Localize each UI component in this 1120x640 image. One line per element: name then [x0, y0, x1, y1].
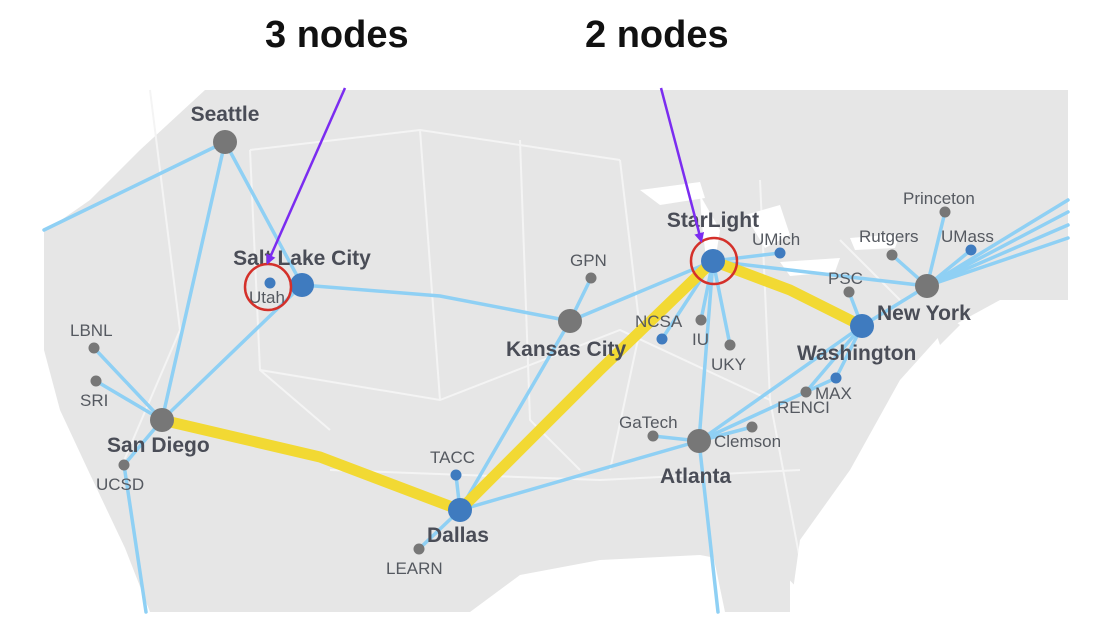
label-ucsd: UCSD — [96, 475, 144, 494]
site-new-york[interactable] — [915, 274, 939, 298]
label-psc: PSC — [828, 269, 863, 288]
site-atlanta[interactable] — [687, 429, 711, 453]
label-renci: RENCI — [777, 398, 830, 417]
label-tacc: TACC — [430, 448, 475, 467]
site-seattle[interactable] — [213, 130, 237, 154]
label-ncsa: NCSA — [635, 312, 683, 331]
label-san-diego: San Diego — [107, 434, 210, 457]
site-ucsd[interactable] — [118, 459, 130, 471]
site-gpn[interactable] — [585, 272, 597, 284]
label-new-york: New York — [877, 302, 971, 325]
callout-circle-starlight — [689, 236, 739, 286]
land-background — [44, 89, 1068, 612]
callout-arrow-left — [266, 87, 347, 265]
label-starlight: StarLight — [667, 209, 759, 232]
label-lbnl: LBNL — [70, 321, 113, 340]
label-max: MAX — [815, 384, 852, 403]
label-learn: LEARN — [386, 559, 443, 578]
label-sri: SRI — [80, 391, 108, 410]
network-sites — [88, 130, 977, 555]
callout-label-3-nodes: 3 nodes — [265, 14, 409, 56]
site-umich[interactable] — [774, 247, 786, 259]
site-rutgers[interactable] — [886, 249, 898, 261]
callout-arrow-right — [659, 87, 705, 243]
label-clemson: Clemson — [714, 432, 781, 451]
label-atlanta: Atlanta — [660, 465, 731, 488]
label-iu: IU — [692, 330, 709, 349]
atlantic-ocean — [790, 300, 1068, 612]
label-kansas-city: Kansas City — [506, 338, 627, 361]
site-tacc[interactable] — [450, 469, 462, 481]
site-gatech[interactable] — [647, 430, 659, 442]
label-umass: UMass — [941, 227, 994, 246]
label-dallas: Dallas — [427, 524, 489, 547]
site-labels: Seattle Salt Lake City Utah LBNL SRI San… — [70, 103, 994, 578]
site-psc[interactable] — [843, 286, 855, 298]
great-lakes — [640, 182, 900, 276]
label-washington: Washington — [797, 342, 916, 365]
site-kansas-city[interactable] — [558, 309, 582, 333]
label-utah: Utah — [249, 288, 285, 307]
site-sri[interactable] — [90, 375, 102, 387]
site-washington[interactable] — [850, 314, 874, 338]
site-lbnl[interactable] — [88, 342, 100, 354]
site-ncsa[interactable] — [656, 333, 668, 345]
callout-label-2-nodes: 2 nodes — [585, 14, 729, 56]
label-gatech: GaTech — [619, 413, 678, 432]
site-uky[interactable] — [724, 339, 736, 351]
label-princeton: Princeton — [903, 189, 975, 208]
label-rutgers: Rutgers — [859, 227, 919, 246]
site-clemson[interactable] — [746, 421, 758, 433]
label-seattle: Seattle — [191, 103, 260, 126]
site-learn[interactable] — [413, 543, 425, 555]
label-uky: UKY — [711, 355, 746, 374]
florida — [710, 540, 790, 612]
site-utah[interactable] — [264, 277, 276, 289]
site-starlight[interactable] — [701, 249, 725, 273]
label-gpn: GPN — [570, 251, 607, 270]
highlighted-path — [156, 255, 868, 516]
label-salt-lake-city: Salt Lake City — [233, 247, 371, 270]
site-princeton[interactable] — [939, 206, 951, 218]
site-san-diego[interactable] — [150, 408, 174, 432]
site-renci[interactable] — [800, 386, 812, 398]
site-salt-lake-city[interactable] — [290, 273, 314, 297]
site-dallas[interactable] — [448, 498, 472, 522]
label-umich: UMich — [752, 230, 800, 249]
site-umass[interactable] — [965, 244, 977, 256]
site-max[interactable] — [830, 372, 842, 384]
site-iu[interactable] — [695, 314, 707, 326]
